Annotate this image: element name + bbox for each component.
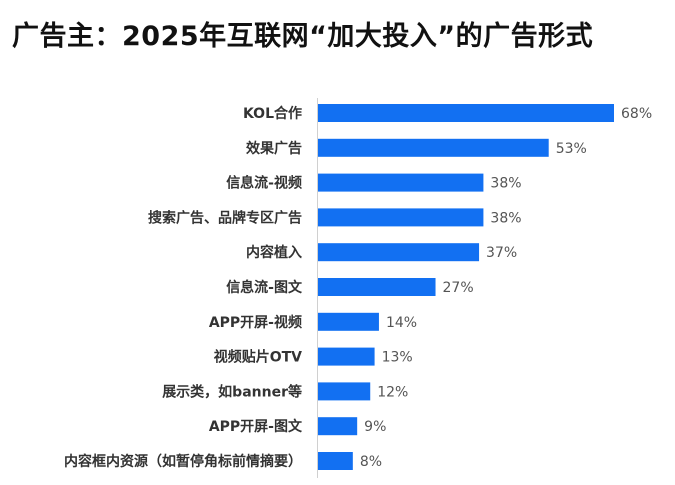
bar [318, 104, 614, 122]
value-label: 12% [377, 384, 408, 400]
value-label: 14% [386, 315, 417, 331]
value-label: 37% [486, 245, 517, 261]
bar [318, 243, 480, 262]
category-label: 效果广告 [246, 140, 302, 157]
chart-title: 广告主：2025年互联网“加大投入”的广告形式 [12, 21, 594, 52]
category-label: 搜索广告、品牌专区广告 [148, 209, 302, 226]
value-label: 38% [490, 210, 521, 226]
bar [318, 452, 353, 470]
bar [318, 278, 436, 296]
value-label: 8% [360, 454, 382, 470]
category-label: 视频贴片OTV [214, 349, 302, 366]
category-label: APP开屏-图文 [209, 418, 303, 435]
category-label: APP开屏-视频 [209, 314, 302, 331]
bar [318, 208, 484, 227]
bar [318, 173, 484, 192]
value-label: 38% [490, 176, 521, 192]
category-label: 内容植入 [246, 244, 302, 261]
bar [318, 347, 375, 366]
category-label: 内容框内资源（如暂停角标前情摘要） [64, 453, 302, 470]
value-label: 27% [443, 280, 474, 296]
value-label: 53% [556, 141, 587, 157]
value-label: 68% [621, 106, 652, 122]
category-label: KOL合作 [243, 105, 302, 122]
category-label: 信息流-视频 [226, 175, 302, 192]
category-label: 信息流-图文 [226, 279, 303, 296]
bar [318, 417, 358, 436]
value-label: 9% [364, 419, 386, 435]
value-label: 13% [382, 350, 413, 366]
bar [318, 312, 379, 331]
bar [318, 382, 371, 401]
category-label: 展示类，如banner等 [162, 383, 302, 400]
bar [318, 138, 549, 157]
